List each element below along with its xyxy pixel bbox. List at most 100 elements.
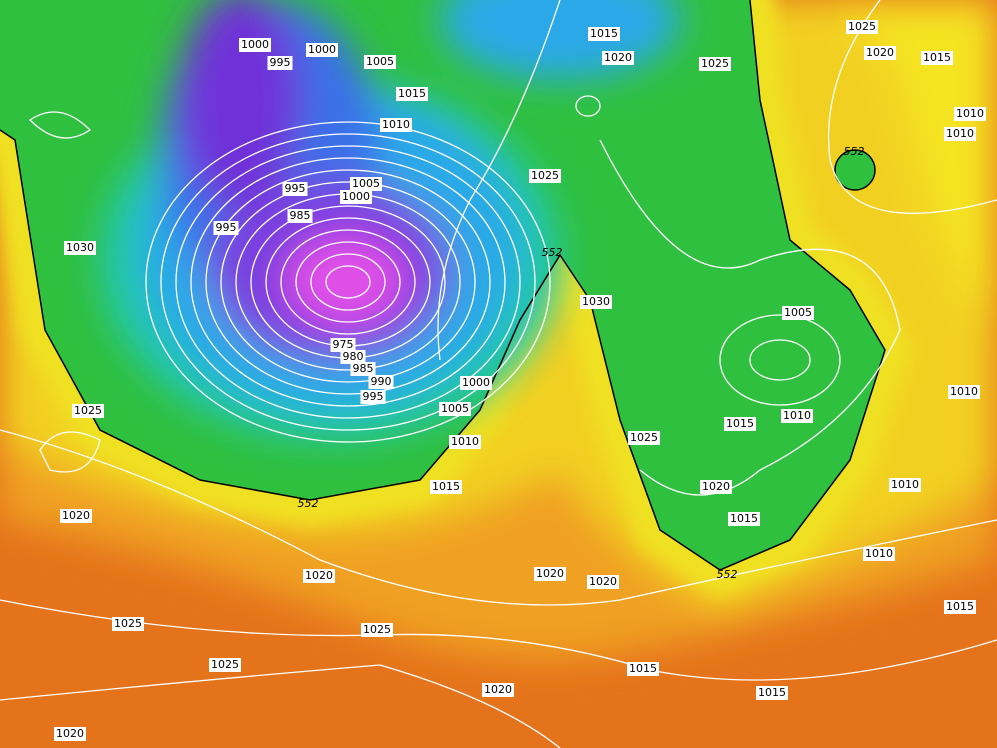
label-box [350, 177, 382, 191]
isobar-label: 1025 [848, 20, 876, 33]
isobar-label: 1020 [589, 575, 617, 588]
isobar-label: 1015 [432, 480, 460, 493]
isobar-label: 985 [290, 209, 311, 222]
label-box [267, 56, 293, 70]
isobar-label: 1025 [211, 658, 239, 671]
thickness-label: 552 [298, 497, 319, 510]
label-box [588, 27, 620, 41]
label-box [360, 390, 386, 404]
label-box [439, 402, 471, 416]
label-box [728, 512, 760, 526]
label-box [449, 435, 481, 449]
isobar-label: 1020 [702, 480, 730, 493]
isobar-label: 1010 [382, 118, 410, 131]
isobar-label: 1010 [783, 409, 811, 422]
isobar-label: 1020 [56, 727, 84, 740]
label-box [529, 169, 561, 183]
isobar-label: 1015 [629, 662, 657, 675]
isobar-label: 1025 [74, 404, 102, 417]
isobar-label: 1010 [956, 107, 984, 120]
isobar-label: 995 [270, 56, 291, 69]
thickness-label: 552 [542, 246, 563, 259]
label-box [602, 51, 634, 65]
thickness-label: 552 [717, 568, 738, 581]
isobar-label: 1005 [441, 402, 469, 415]
label-box [482, 683, 514, 697]
label-box [921, 51, 953, 65]
label-box [350, 362, 376, 376]
label-box [846, 20, 878, 34]
label-box [580, 295, 612, 309]
isobar-label: 1020 [305, 569, 333, 582]
isobar-label: 1005 [784, 306, 812, 319]
label-box [781, 409, 813, 423]
isobar-ring [220, 181, 476, 383]
isobar-label: 980 [343, 350, 364, 363]
isobar-label: 1020 [866, 46, 894, 59]
label-box [60, 509, 92, 523]
label-box [364, 55, 396, 69]
isobar-label: 1025 [701, 57, 729, 70]
isobar-ring [190, 157, 506, 407]
isobar-label: 985 [353, 362, 374, 375]
label-box [700, 480, 732, 494]
label-box [954, 107, 986, 121]
label-box [889, 478, 921, 492]
isobar-label: 1015 [923, 51, 951, 64]
isobar-label: 1000 [342, 190, 370, 203]
isobar-ring [160, 133, 536, 431]
isobar-label: 1005 [352, 177, 380, 190]
isobar-label: 990 [371, 375, 392, 388]
label-box [864, 46, 896, 60]
isobar-ring [205, 169, 491, 395]
label-box [587, 575, 619, 589]
label-box [54, 727, 86, 741]
label-box [368, 375, 394, 389]
isobar-label: 1015 [398, 87, 426, 100]
label-box [534, 567, 566, 581]
isobar-label: 1015 [590, 27, 618, 40]
label-box [361, 623, 393, 637]
isobar-label: 995 [363, 390, 384, 403]
label-box [282, 182, 308, 196]
isobar-label: 1020 [484, 683, 512, 696]
label-box [944, 600, 976, 614]
isobar-label: 995 [285, 182, 306, 195]
label-box [209, 658, 241, 672]
thickness-label: 552 [844, 145, 865, 158]
label-box [340, 350, 366, 364]
label-box [627, 662, 659, 676]
isobar-ring [175, 145, 521, 419]
isobar-label: 1010 [946, 127, 974, 140]
label-box [72, 404, 104, 418]
label-box [756, 686, 788, 700]
label-box [460, 376, 492, 390]
isobar-label: 1025 [363, 623, 391, 636]
label-box [380, 118, 412, 132]
isobar-label: 1025 [531, 169, 559, 182]
isobar-label: 1005 [366, 55, 394, 68]
label-box [340, 190, 372, 204]
isobar-label: 1010 [451, 435, 479, 448]
isobar-label: 1030 [66, 241, 94, 254]
isobar-ring [295, 241, 401, 323]
isobar-ring [280, 229, 416, 335]
label-box [863, 547, 895, 561]
label-box [948, 385, 980, 399]
label-box [306, 43, 338, 57]
isobar-label: 1015 [758, 686, 786, 699]
isobar-label: 1020 [604, 51, 632, 64]
isobar-ring [310, 253, 386, 311]
label-box [64, 241, 96, 255]
isobar-label: 1000 [241, 38, 269, 51]
isobar-ring [325, 265, 371, 299]
label-box [330, 338, 356, 352]
isobar-label: 1000 [308, 43, 336, 56]
isobar-label: 1010 [865, 547, 893, 560]
isobar-label: 1025 [630, 431, 658, 444]
label-box [628, 431, 660, 445]
label-box [396, 87, 428, 101]
